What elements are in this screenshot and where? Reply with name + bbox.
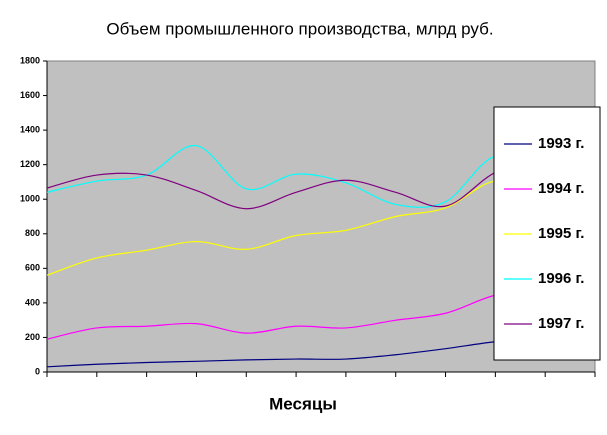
legend-label: 1996 г. bbox=[538, 270, 584, 287]
y-tick-label: 1200 bbox=[20, 159, 40, 169]
legend-label: 1993 г. bbox=[538, 135, 584, 152]
legend-label: 1994 г. bbox=[538, 180, 584, 197]
y-tick-label: 400 bbox=[25, 297, 40, 307]
legend-label: 1997 г. bbox=[538, 315, 584, 332]
y-tick-label: 1400 bbox=[20, 124, 40, 134]
y-tick-label: 1600 bbox=[20, 90, 40, 100]
y-tick-label: 600 bbox=[25, 263, 40, 273]
y-tick-label: 1800 bbox=[20, 55, 40, 65]
y-tick-label: 200 bbox=[25, 332, 40, 342]
y-tick-label: 1000 bbox=[20, 194, 40, 204]
legend-label: 1995 г. bbox=[538, 225, 584, 242]
chart-title: Объем промышленного производства, млрд р… bbox=[106, 19, 493, 38]
x-axis-label: Месяцы bbox=[269, 394, 337, 413]
y-tick-label: 800 bbox=[25, 228, 40, 238]
y-tick-label: 0 bbox=[35, 366, 40, 376]
